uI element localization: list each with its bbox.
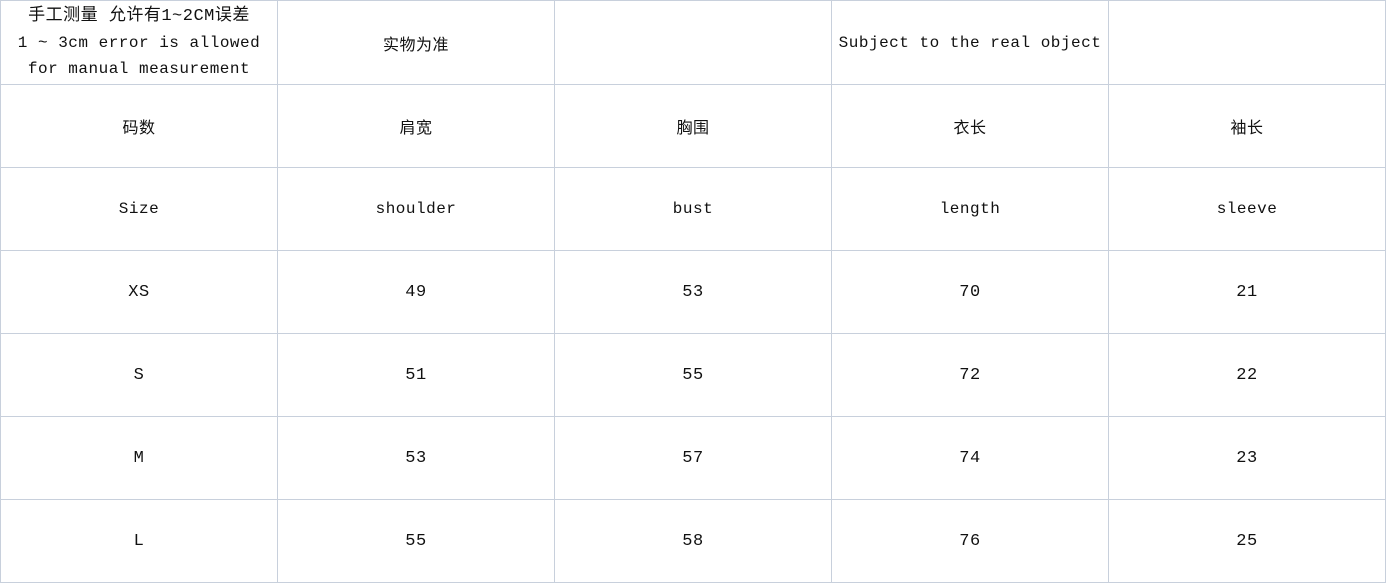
length-cell: 70 [831,250,1109,334]
header-size-en: Size [0,167,278,251]
bust-cell: 58 [554,499,832,583]
size-cell: M [0,416,278,500]
header-row-cn: 码数 肩宽 胸围 衣长 袖长 [0,84,1386,168]
measurement-note-line-en2: for manual measurement [27,59,251,78]
length-cell: 74 [831,416,1109,500]
measurement-note-cell: 手工测量 允许有1~2CM误差 1 ~ 3cm error is allowed… [0,0,278,85]
shoulder-cell: 49 [277,250,555,334]
length-cell: 72 [831,333,1109,417]
table-row-m: M 53 57 74 23 [0,416,1386,500]
table-row-s: S 51 55 72 22 [0,333,1386,417]
shoulder-cell: 53 [277,416,555,500]
length-cell: 76 [831,499,1109,583]
sleeve-cell: 22 [1108,333,1386,417]
real-object-note-cn-cell: 实物为准 [277,0,555,85]
bust-cell: 57 [554,416,832,500]
bust-cell: 53 [554,250,832,334]
shoulder-cell: 55 [277,499,555,583]
bust-cell: 55 [554,333,832,417]
table-row-xs: XS 49 53 70 21 [0,250,1386,334]
measurement-note-line-en1: 1 ~ 3cm error is allowed [17,33,261,52]
header-shoulder-cn: 肩宽 [277,84,555,168]
header-sleeve-en: sleeve [1108,167,1386,251]
shoulder-cell: 51 [277,333,555,417]
header-length-en: length [831,167,1109,251]
sleeve-cell: 25 [1108,499,1386,583]
note-row: 手工测量 允许有1~2CM误差 1 ~ 3cm error is allowed… [0,0,1386,85]
header-size-cn: 码数 [0,84,278,168]
table-row-l: L 55 58 76 25 [0,499,1386,583]
size-cell: S [0,333,278,417]
header-shoulder-en: shoulder [277,167,555,251]
header-sleeve-cn: 袖长 [1108,84,1386,168]
header-length-cn: 衣长 [831,84,1109,168]
size-cell: L [0,499,278,583]
size-cell: XS [0,250,278,334]
header-bust-en: bust [554,167,832,251]
sleeve-cell: 23 [1108,416,1386,500]
empty-cell-1 [554,0,832,85]
real-object-note-en-cell: Subject to the real object [831,0,1109,85]
empty-cell-2 [1108,0,1386,85]
header-bust-cn: 胸围 [554,84,832,168]
measurement-note-line-cn: 手工测量 允许有1~2CM误差 [28,6,250,26]
sleeve-cell: 21 [1108,250,1386,334]
header-row-en: Size shoulder bust length sleeve [0,167,1386,251]
